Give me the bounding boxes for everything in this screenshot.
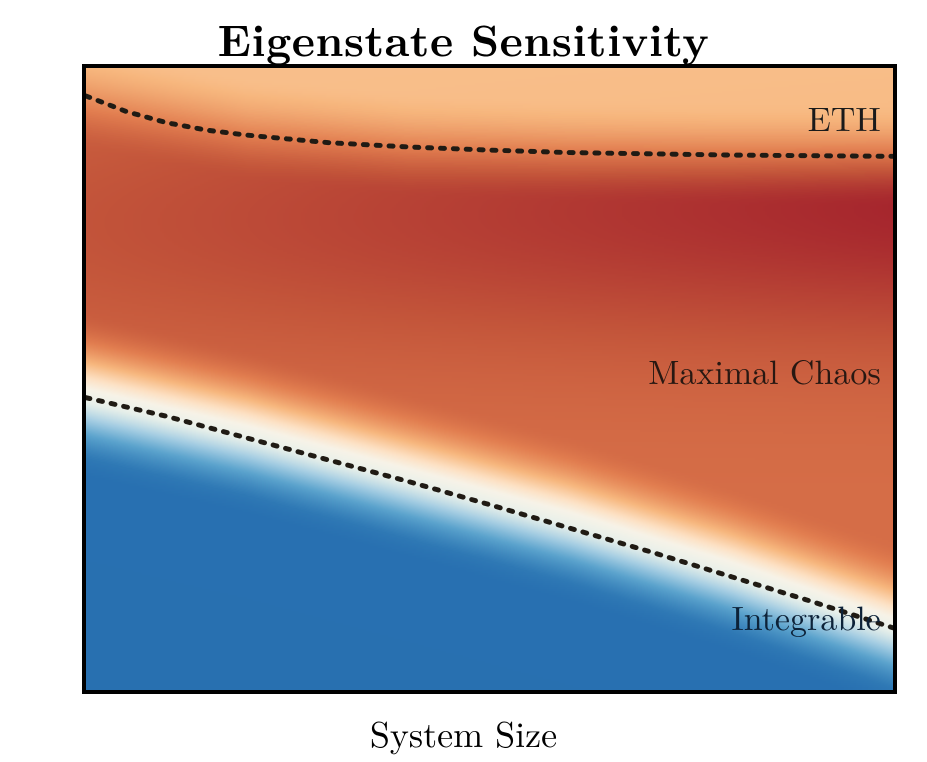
figure: Eigenstate Sensitivity Log Integrability… bbox=[0, 0, 927, 762]
chart-title: Eigenstate Sensitivity bbox=[0, 6, 927, 69]
integrable-label: Integrable bbox=[731, 592, 880, 640]
x-axis-label: System Size bbox=[0, 707, 927, 758]
maximal-chaos-label: Maximal Chaos bbox=[648, 346, 881, 394]
upper-boundary bbox=[86, 96, 893, 156]
eth-label: ETH bbox=[808, 93, 881, 141]
plot-area: ETH Maximal Chaos Integrable bbox=[82, 64, 897, 694]
